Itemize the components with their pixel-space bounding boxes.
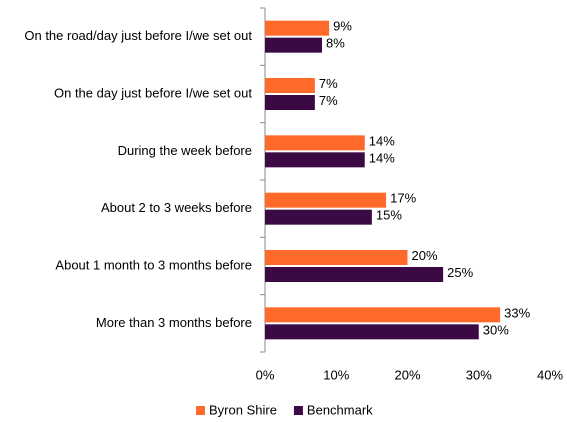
- bar: [265, 135, 365, 151]
- bar: [265, 267, 444, 282]
- x-tick-label: 10%: [323, 367, 349, 382]
- category-label: On the day just before I/we set out: [54, 85, 252, 100]
- bar: [265, 37, 322, 53]
- value-label: 33%: [504, 305, 530, 320]
- bar: [265, 95, 315, 110]
- legend: Byron Shire Benchmark: [196, 402, 373, 417]
- bar: [265, 209, 372, 225]
- category-label: About 1 month to 3 months before: [55, 257, 252, 272]
- value-label: 9%: [333, 19, 352, 34]
- bar: [265, 250, 408, 265]
- x-tick-label: 40%: [537, 367, 563, 382]
- category-label: During the week before: [118, 143, 252, 158]
- legend-label: Benchmark: [307, 402, 373, 417]
- category-label: On the road/day just before I/we set out: [24, 28, 252, 43]
- category-label: About 2 to 3 weeks before: [101, 200, 252, 215]
- x-tick-label: 30%: [466, 367, 492, 382]
- bar: [265, 152, 365, 168]
- value-label: 7%: [319, 93, 338, 108]
- x-tick-label: 20%: [394, 367, 420, 382]
- bar: [265, 324, 479, 340]
- value-label: 7%: [319, 76, 338, 91]
- value-label: 15%: [376, 208, 402, 223]
- bar: [265, 192, 387, 208]
- legend-swatch: [293, 406, 303, 415]
- bar: [265, 307, 501, 323]
- bar: [265, 20, 330, 36]
- legend-swatch: [196, 406, 205, 415]
- value-label: 17%: [390, 191, 416, 206]
- value-label: 8%: [326, 36, 345, 51]
- legend-label: Byron Shire: [209, 402, 277, 417]
- value-label: 20%: [412, 248, 438, 263]
- x-tick-label: 0%: [256, 367, 275, 382]
- value-label: 14%: [369, 133, 395, 148]
- value-label: 25%: [447, 265, 473, 280]
- category-label: More than 3 months before: [96, 315, 252, 330]
- value-label: 14%: [369, 150, 395, 165]
- bar: [265, 78, 315, 93]
- value-label: 30%: [483, 322, 509, 337]
